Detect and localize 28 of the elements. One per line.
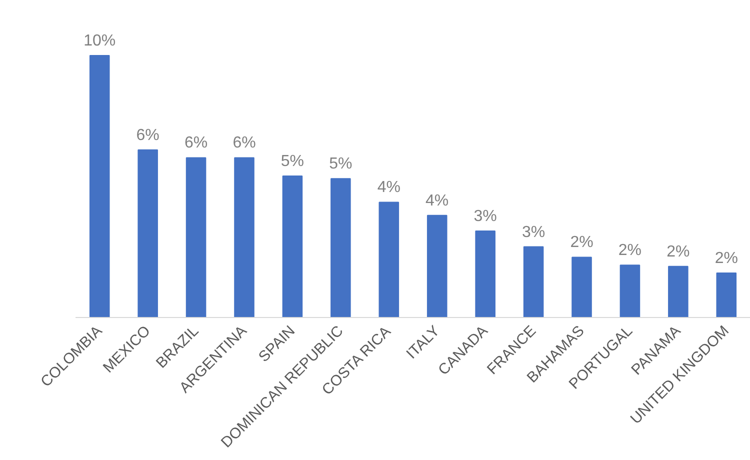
bar	[186, 157, 206, 318]
data-label: 3%	[474, 208, 497, 226]
data-label: 6%	[184, 134, 208, 152]
bar	[378, 202, 400, 318]
bar	[138, 149, 158, 318]
data-label: 2%	[714, 250, 738, 267]
bar	[234, 157, 254, 318]
data-label: 5%	[280, 153, 304, 170]
bar	[716, 272, 737, 318]
bar	[475, 230, 496, 318]
bar	[523, 246, 544, 318]
bar	[668, 266, 688, 318]
bar	[620, 264, 640, 318]
data-label: 2%	[666, 243, 690, 260]
data-label: 6%	[136, 126, 160, 144]
data-label: 3%	[522, 224, 546, 241]
data-label: 4%	[377, 179, 400, 196]
bar	[572, 256, 592, 318]
data-label: 4%	[426, 192, 449, 210]
bar	[330, 178, 351, 318]
data-label: 10%	[84, 32, 116, 50]
bar	[89, 55, 110, 318]
data-label: 2%	[618, 242, 642, 260]
data-label: 6%	[232, 134, 256, 152]
bar	[426, 214, 448, 318]
data-label: 5%	[329, 156, 352, 173]
bar	[282, 176, 303, 318]
data-label: 2%	[570, 234, 594, 252]
